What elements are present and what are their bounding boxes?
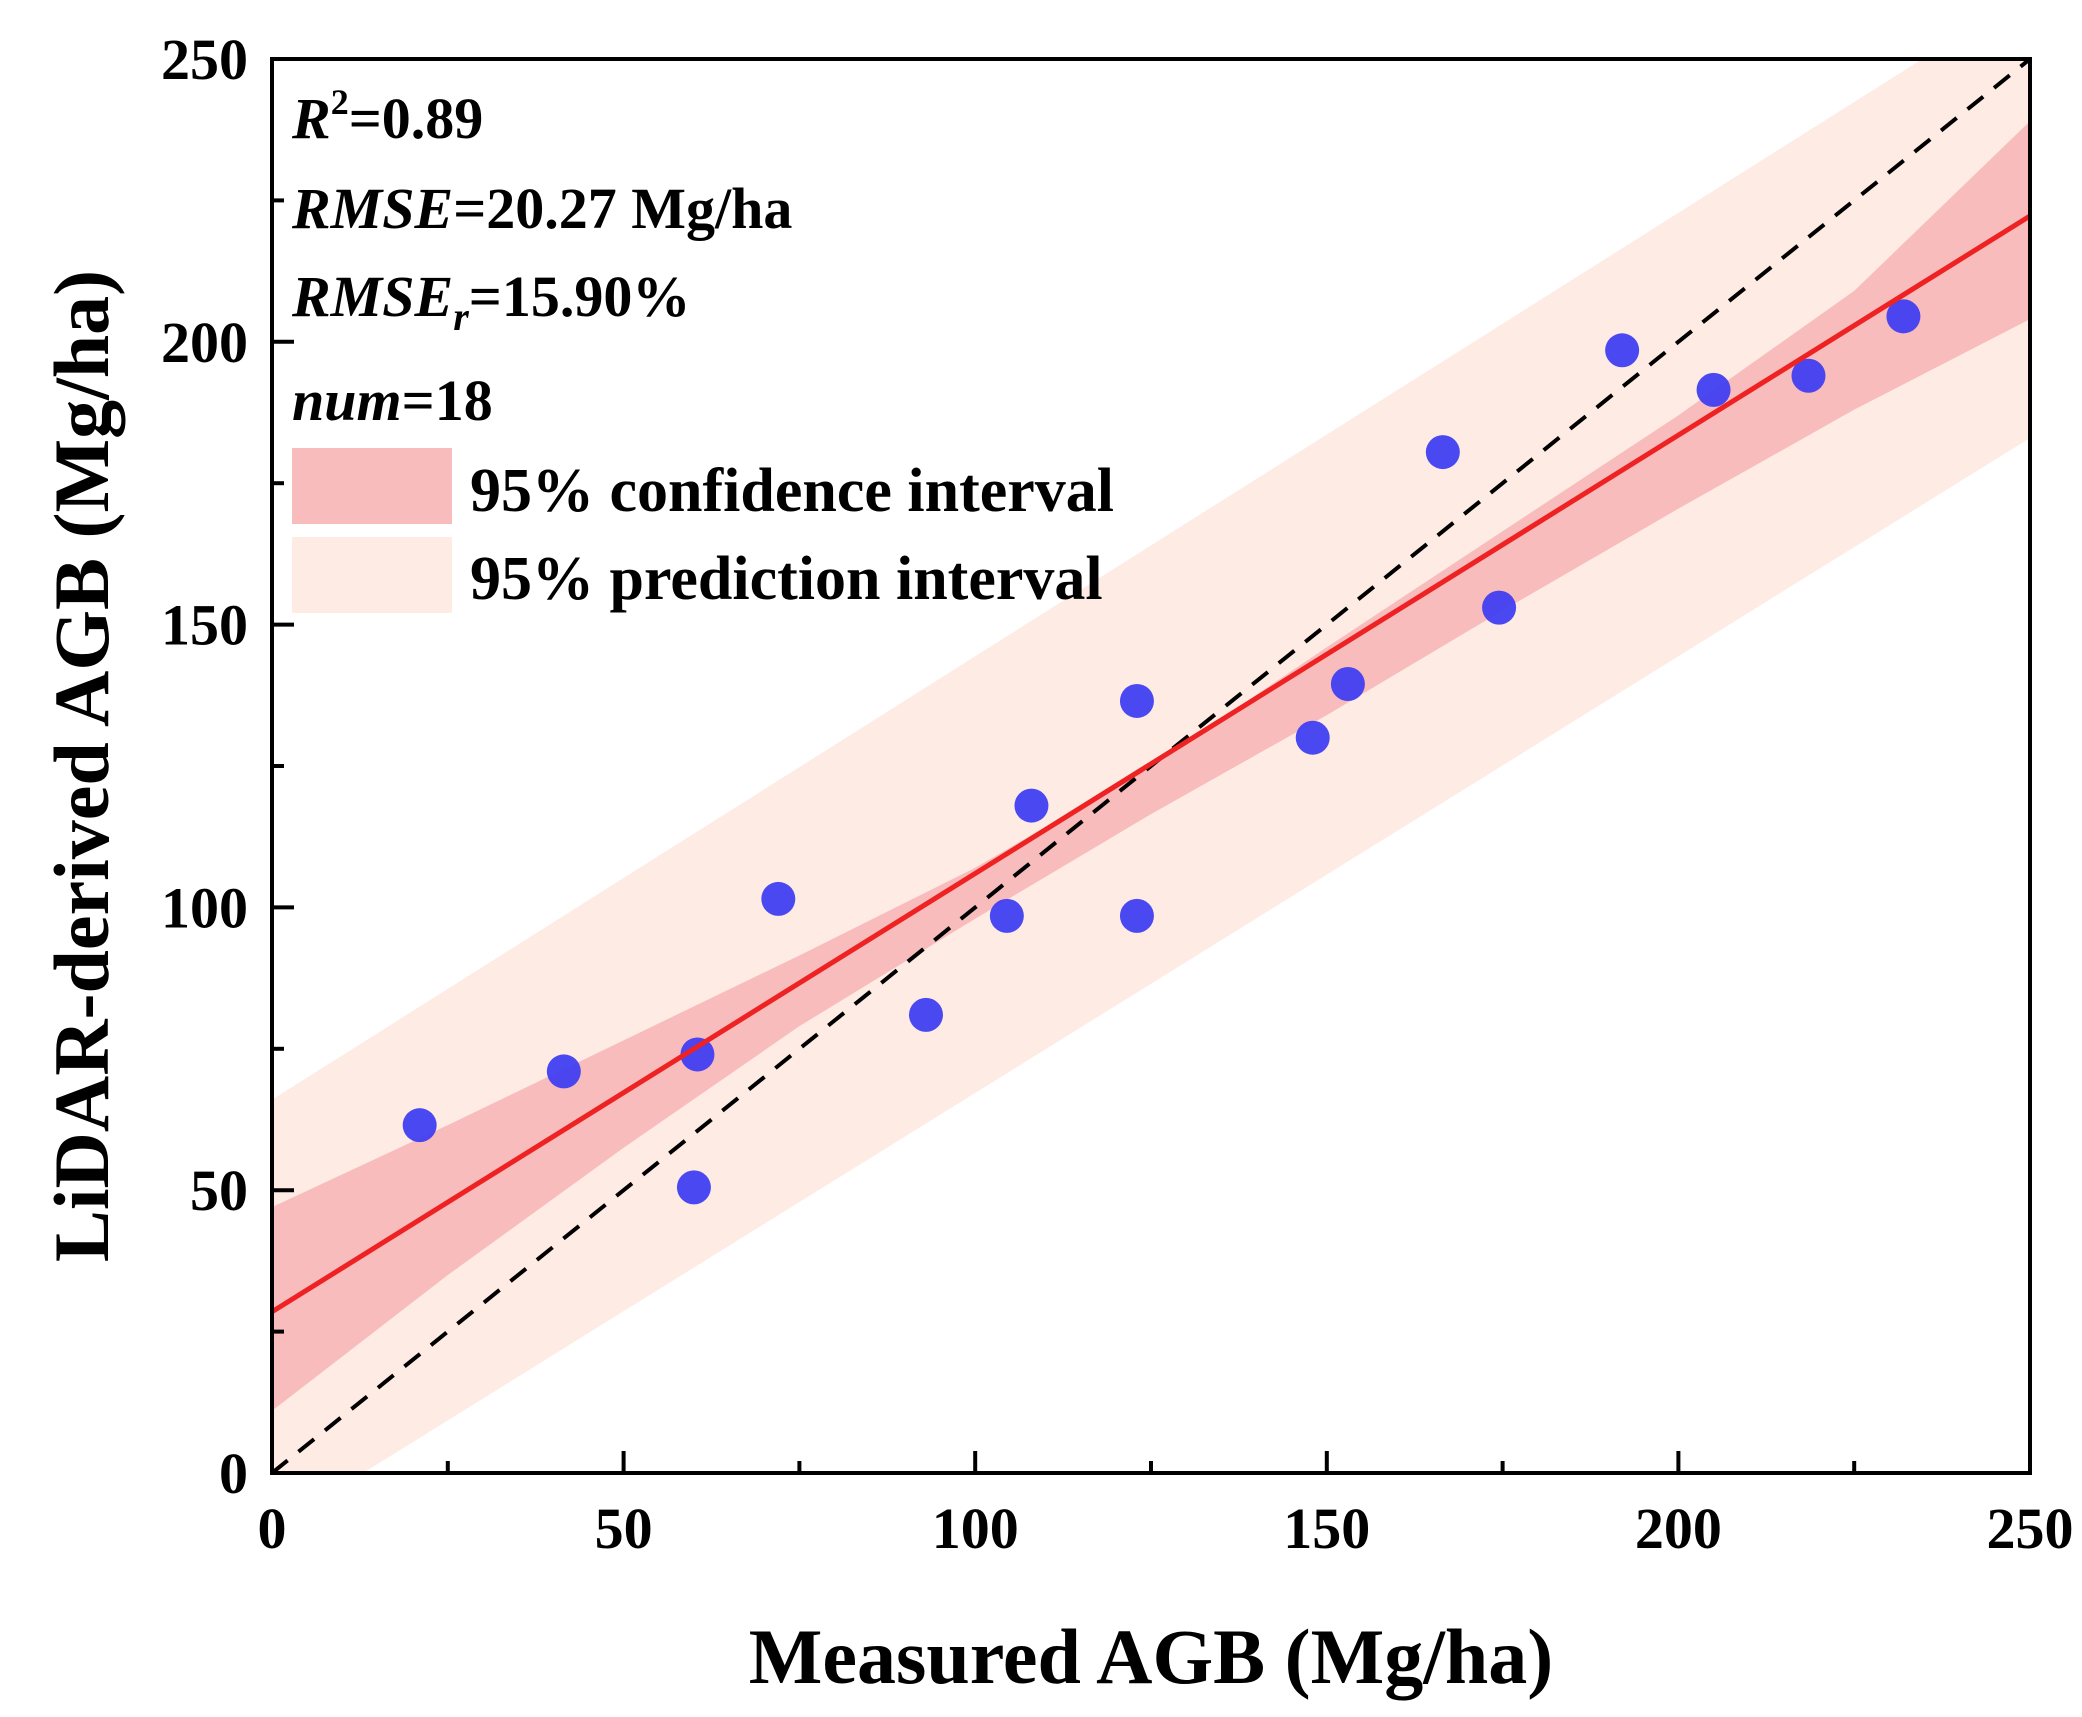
data-point [1119, 683, 1154, 718]
y-tick-label: 50 [190, 1158, 248, 1223]
x-tick-label: 200 [1635, 1496, 1722, 1561]
legend-label-confidence: 95% confidence interval [470, 457, 1114, 525]
legend-swatch-confidence [292, 448, 452, 524]
data-point [1014, 788, 1049, 823]
stat-rmse-r: RMSEr=15.90% [291, 264, 690, 339]
axis-ticks [270, 57, 2032, 1475]
data-point [908, 997, 943, 1032]
data-point [1330, 666, 1365, 701]
tick-labels: 0 50 100 150 200 250 0 50 100 150 200 250 [161, 27, 2074, 1561]
x-axis-title: Measured AGB (Mg/ha) [749, 1613, 1554, 1700]
data-point [1791, 358, 1826, 393]
x-tick-label: 250 [1987, 1496, 2074, 1561]
y-tick-label: 100 [161, 875, 248, 940]
data-point [1482, 590, 1517, 625]
data-point [1886, 299, 1921, 334]
data-point [546, 1054, 581, 1089]
data-point [676, 1170, 711, 1205]
stat-r: R2=0.89 [291, 82, 483, 151]
data-point [1295, 720, 1330, 755]
y-tick-label: 150 [161, 593, 248, 658]
x-tick-label: 150 [1283, 1496, 1370, 1561]
data-point [1696, 372, 1731, 407]
x-tick-label: 50 [595, 1496, 653, 1561]
y-tick-label: 200 [161, 310, 248, 375]
data-point [761, 881, 796, 916]
x-tick-label: 100 [932, 1496, 1019, 1561]
data-point [989, 898, 1024, 933]
legend-label-prediction: 95% prediction interval [470, 545, 1103, 613]
y-axis-title: LiDAR-derived AGB (Mg/ha) [38, 270, 125, 1262]
statistics-annotation: R2=0.89 RMSE=20.27 Mg/ha RMSEr=15.90% num=1… [291, 82, 792, 433]
legend-swatch-prediction [292, 537, 452, 613]
legend: 95% confidence interval 95% prediction i… [292, 448, 1114, 613]
data-point [402, 1108, 437, 1143]
data-point [1119, 898, 1154, 933]
data-point [1425, 435, 1460, 470]
regression-fit-line [272, 213, 2030, 1314]
stat-rmse: RMSE=20.27 Mg/ha [291, 176, 792, 241]
data-point [1605, 333, 1640, 368]
x-tick-label: 0 [258, 1496, 287, 1561]
data-points [402, 299, 1921, 1205]
y-tick-label: 250 [161, 27, 248, 92]
y-tick-label: 0 [219, 1441, 248, 1506]
data-point [680, 1037, 715, 1072]
stat-num: num=18 [292, 368, 493, 433]
